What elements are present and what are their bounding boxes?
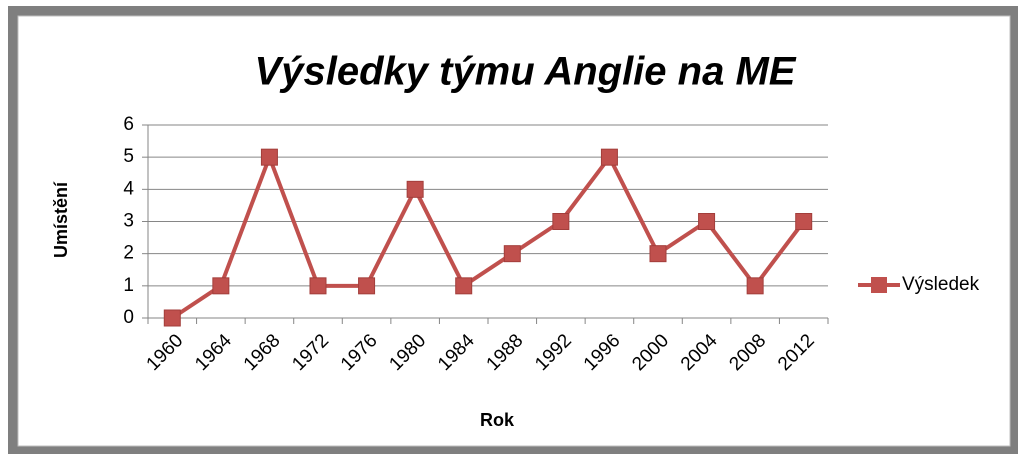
y-tick-label: 4: [123, 178, 134, 199]
marker: [552, 213, 570, 230]
y-axis-label: Umístění: [51, 181, 71, 258]
y-tick-label: 3: [123, 211, 134, 232]
marker: [795, 213, 813, 230]
y-tick-label: 6: [123, 114, 134, 135]
marker: [649, 245, 667, 263]
legend-marker: [871, 277, 887, 293]
marker: [406, 180, 424, 198]
y-tick-label: 1: [123, 275, 134, 296]
chart-area: [17, 15, 1011, 447]
marker: [698, 213, 716, 230]
y-tick-label: 5: [123, 146, 134, 167]
marker: [746, 277, 764, 295]
marker: [600, 148, 618, 166]
y-tick-label: 0: [123, 307, 134, 328]
y-tick-label: 2: [123, 243, 134, 264]
marker: [358, 277, 376, 295]
marker: [163, 309, 181, 327]
x-axis-label: Rok: [480, 410, 515, 430]
marker: [503, 245, 521, 263]
marker: [212, 277, 230, 295]
marker: [309, 277, 327, 295]
chart-title: Výsledky týmu Anglie na ME: [255, 50, 797, 94]
marker: [260, 148, 278, 166]
legend-label: Výsledek: [902, 274, 980, 295]
marker: [455, 277, 473, 295]
